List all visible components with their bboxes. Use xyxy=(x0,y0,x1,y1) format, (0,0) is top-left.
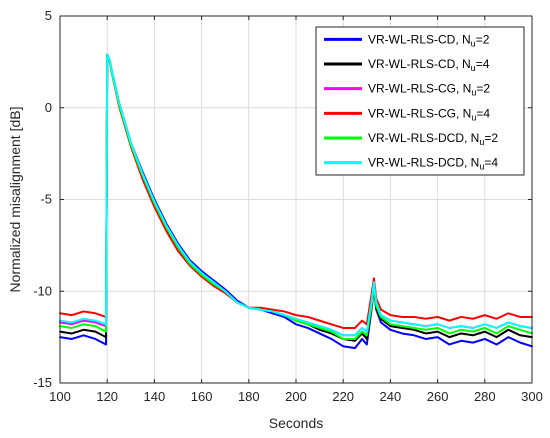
x-tick-label: 260 xyxy=(427,389,449,404)
x-tick-label: 160 xyxy=(191,389,213,404)
x-tick-label: 240 xyxy=(380,389,402,404)
legend-entry: VR-WL-RLS-CG, Nu=4 xyxy=(368,106,490,122)
axis-ticks xyxy=(59,15,533,384)
y-tick-label: -5 xyxy=(40,192,52,207)
x-tick-label: 100 xyxy=(49,389,71,404)
series-lines xyxy=(59,53,533,350)
x-tick-label: 220 xyxy=(332,389,354,404)
x-axis-label: Seconds xyxy=(269,415,323,431)
x-tick-label: 280 xyxy=(474,389,496,404)
y-tick-label: 5 xyxy=(45,8,52,23)
legend-entry: VR-WL-RLS-CD, Nu=2 xyxy=(368,32,490,48)
y-tick-labels: 5 0 -5 -10 -15 xyxy=(33,8,52,390)
x-tick-label: 200 xyxy=(285,389,307,404)
legend-entry: VR-WL-RLS-CG, Nu=2 xyxy=(368,82,490,98)
x-tick-labels: 100 120 140 160 180 200 220 240 260 280 300 xyxy=(49,389,543,404)
y-tick-label: 0 xyxy=(45,100,52,115)
y-tick-label: -15 xyxy=(33,375,52,390)
legend-entry: VR-WL-RLS-DCD, Nu=2 xyxy=(368,131,498,147)
x-tick-label: 140 xyxy=(144,389,166,404)
y-tick-label: -10 xyxy=(33,283,52,298)
legend-entry: VR-WL-RLS-CD, Nu=4 xyxy=(368,57,490,73)
x-tick-label: 180 xyxy=(238,389,260,404)
x-tick-label: 300 xyxy=(521,389,543,404)
legend-entry: VR-WL-RLS-DCD, Nu=4 xyxy=(368,156,498,172)
x-tick-label: 120 xyxy=(96,389,118,404)
legend: VR-WL-RLS-CD, Nu=2 VR-WL-RLS-CD, Nu=4 VR-W… xyxy=(315,26,525,176)
y-axis-label: Normalized misalignment [dB] xyxy=(7,107,23,293)
series-line-6 xyxy=(59,53,533,337)
legend-box xyxy=(315,26,525,176)
